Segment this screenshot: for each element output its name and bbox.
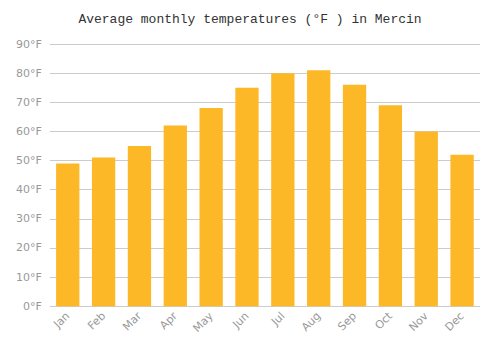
- svg-text:90°F: 90°F: [16, 38, 42, 51]
- svg-text:70°F: 70°F: [16, 96, 42, 109]
- svg-text:Jun: Jun: [230, 310, 252, 332]
- svg-text:Jan: Jan: [50, 310, 72, 332]
- svg-text:Mar: Mar: [120, 309, 144, 333]
- svg-text:20°F: 20°F: [16, 241, 42, 254]
- svg-text:Oct: Oct: [372, 309, 395, 332]
- svg-text:Aug: Aug: [299, 310, 323, 334]
- svg-text:Jul: Jul: [268, 310, 287, 329]
- svg-text:60°F: 60°F: [16, 125, 42, 138]
- svg-text:Nov: Nov: [406, 309, 431, 334]
- svg-text:0°F: 0°F: [23, 300, 42, 313]
- svg-text:May: May: [190, 309, 216, 335]
- svg-text:Dec: Dec: [442, 310, 466, 334]
- svg-text:Sep: Sep: [335, 310, 359, 334]
- svg-text:Apr: Apr: [157, 309, 180, 332]
- svg-text:Feb: Feb: [85, 310, 108, 333]
- svg-text:40°F: 40°F: [16, 183, 42, 196]
- svg-text:Average monthly temperatures (: Average monthly temperatures (°F ) in Me…: [78, 12, 421, 27]
- svg-text:80°F: 80°F: [16, 67, 42, 80]
- svg-text:10°F: 10°F: [16, 271, 42, 284]
- svg-text:50°F: 50°F: [16, 154, 42, 167]
- svg-text:30°F: 30°F: [16, 212, 42, 225]
